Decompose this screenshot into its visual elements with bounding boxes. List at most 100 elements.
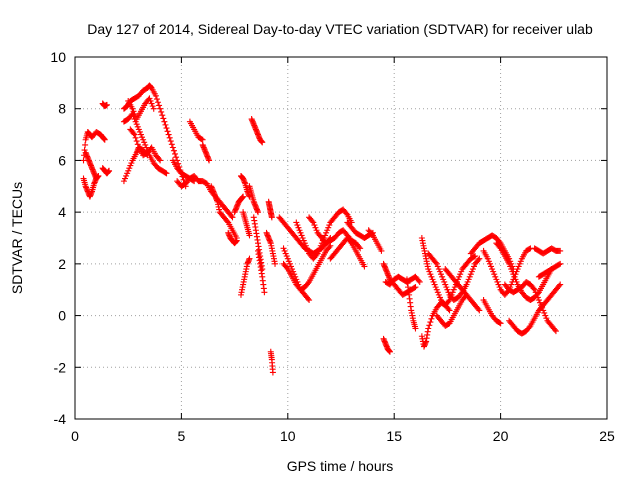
data-point bbox=[282, 250, 289, 257]
data-point bbox=[386, 348, 393, 355]
data-point bbox=[106, 167, 113, 174]
data-point bbox=[517, 258, 524, 265]
data-point bbox=[429, 276, 436, 283]
data-point bbox=[289, 266, 296, 273]
data-point bbox=[538, 302, 545, 309]
data-point bbox=[131, 110, 138, 117]
series-arc-13 bbox=[186, 118, 206, 143]
data-point bbox=[541, 309, 548, 316]
data-point bbox=[533, 291, 540, 298]
plot-frame bbox=[74, 56, 608, 420]
series-arc-16 bbox=[208, 183, 240, 241]
data-point bbox=[325, 224, 332, 231]
data-point bbox=[163, 125, 170, 132]
data-point bbox=[199, 136, 206, 143]
x-tick-label: 25 bbox=[599, 428, 615, 444]
data-point bbox=[515, 263, 522, 270]
data-point bbox=[506, 260, 513, 267]
data-point bbox=[156, 102, 163, 109]
data-point bbox=[296, 284, 303, 291]
data-point bbox=[300, 237, 307, 244]
data-point bbox=[168, 141, 175, 148]
data-point bbox=[149, 103, 156, 110]
data-point bbox=[293, 219, 300, 226]
data-point bbox=[259, 139, 266, 146]
series-arc-23 bbox=[248, 116, 266, 146]
data-point bbox=[141, 139, 148, 146]
data-point bbox=[284, 255, 291, 262]
data-point bbox=[302, 242, 309, 249]
data-point bbox=[169, 144, 176, 151]
data-point bbox=[412, 325, 419, 332]
data-point bbox=[167, 138, 174, 145]
series-arc-20 bbox=[237, 255, 253, 298]
data-point bbox=[80, 157, 87, 164]
data-point bbox=[228, 213, 235, 220]
data-point bbox=[311, 222, 318, 229]
data-point bbox=[508, 281, 515, 288]
data-point bbox=[442, 281, 449, 288]
data-point bbox=[272, 260, 279, 267]
data-point bbox=[469, 266, 476, 273]
data-point bbox=[472, 253, 479, 260]
data-point bbox=[305, 295, 312, 302]
series-arc-17 bbox=[225, 229, 240, 247]
data-point bbox=[126, 165, 133, 172]
data-point bbox=[130, 108, 137, 115]
data-point bbox=[299, 235, 306, 241]
data-point bbox=[445, 306, 452, 313]
data-point bbox=[148, 100, 155, 107]
series-arc-01 bbox=[80, 128, 104, 164]
series-arc-53 bbox=[535, 260, 564, 280]
data-point bbox=[154, 99, 161, 106]
data-point bbox=[436, 268, 443, 275]
y-tick-label: -2 bbox=[54, 359, 67, 375]
data-point bbox=[511, 273, 518, 280]
data-point bbox=[81, 147, 88, 154]
data-point bbox=[540, 307, 547, 314]
data-point bbox=[488, 263, 495, 270]
data-point bbox=[295, 224, 302, 231]
series-arc-26 bbox=[265, 198, 275, 221]
data-point bbox=[497, 320, 504, 327]
series-arc-19 bbox=[237, 172, 253, 200]
data-point bbox=[123, 172, 130, 179]
data-point bbox=[132, 118, 139, 125]
x-tick-label: 5 bbox=[178, 428, 186, 444]
data-point bbox=[163, 170, 170, 177]
data-point bbox=[283, 264, 290, 271]
data-point bbox=[531, 286, 538, 293]
data-point bbox=[496, 319, 503, 326]
data-point bbox=[180, 176, 187, 183]
data-point bbox=[490, 268, 497, 275]
data-point bbox=[322, 232, 329, 239]
series-arc-45 bbox=[442, 266, 483, 314]
data-point bbox=[128, 160, 135, 167]
data-point bbox=[465, 276, 472, 283]
data-point bbox=[290, 268, 297, 275]
data-point bbox=[425, 325, 432, 332]
data-point bbox=[535, 297, 542, 304]
data-point bbox=[457, 271, 464, 278]
x-tick-label: 0 bbox=[71, 428, 79, 444]
data-point bbox=[305, 247, 312, 254]
data-point bbox=[513, 278, 520, 285]
series-arc-22 bbox=[246, 183, 262, 216]
data-point bbox=[157, 157, 164, 164]
data-point bbox=[467, 271, 474, 278]
data-point bbox=[136, 128, 143, 135]
data-point bbox=[463, 281, 470, 288]
data-point bbox=[326, 244, 333, 251]
data-point bbox=[425, 266, 432, 273]
series-arc-07 bbox=[120, 82, 189, 190]
data-point bbox=[93, 175, 100, 182]
data-point bbox=[157, 105, 164, 112]
series-arc-42 bbox=[418, 299, 453, 350]
data-point bbox=[434, 289, 441, 296]
data-point bbox=[172, 150, 179, 157]
data-point bbox=[281, 247, 288, 254]
data-point bbox=[493, 276, 500, 283]
data-point bbox=[551, 326, 558, 333]
y-tick-label: 2 bbox=[58, 256, 66, 272]
data-point bbox=[435, 291, 442, 298]
